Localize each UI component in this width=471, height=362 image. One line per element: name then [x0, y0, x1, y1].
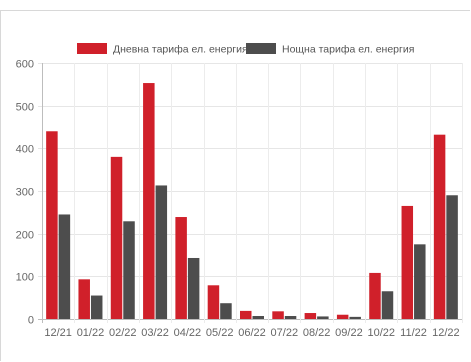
- bar-night[interactable]: [252, 316, 265, 319]
- y-tick-label: 200: [16, 230, 34, 242]
- y-tick-label: 600: [16, 59, 34, 71]
- bar-day[interactable]: [46, 131, 58, 319]
- bar-night[interactable]: [317, 316, 329, 319]
- legend-item-night[interactable]: Нощна тарифа ел. енергия: [246, 43, 414, 56]
- x-tick-label: 01/22: [77, 327, 105, 339]
- bar-day[interactable]: [336, 314, 349, 319]
- bar-day[interactable]: [240, 310, 252, 319]
- bar-night[interactable]: [58, 214, 71, 319]
- legend-label: Дневна тарифа ел. енергия: [113, 44, 248, 56]
- x-tick-label: 03/22: [141, 327, 169, 339]
- bar-day[interactable]: [143, 83, 155, 319]
- bar-day[interactable]: [110, 156, 123, 319]
- x-tick-label: 12/22: [432, 327, 460, 339]
- grid-lines: [38, 63, 463, 323]
- x-tick-label: 07/22: [271, 327, 299, 339]
- legend: Дневна тарифа ел. енергия Нощна тарифа ел…: [77, 43, 414, 56]
- bar-night[interactable]: [187, 257, 200, 319]
- bars: [46, 83, 458, 319]
- chart-frame: [0, 10, 470, 361]
- bar-night[interactable]: [349, 316, 361, 319]
- bar-night[interactable]: [90, 295, 103, 319]
- x-tick-label: 08/22: [303, 327, 331, 339]
- bar-day[interactable]: [272, 311, 284, 319]
- x-tick-label: 12/21: [44, 327, 72, 339]
- bar-day[interactable]: [207, 285, 220, 319]
- x-tick-label: 09/22: [335, 327, 363, 339]
- bar-day[interactable]: [304, 313, 317, 319]
- bar-night[interactable]: [446, 195, 458, 319]
- y-tick-label: 100: [16, 272, 34, 284]
- x-tick-label: 11/22: [400, 327, 427, 339]
- bar-night[interactable]: [284, 316, 297, 319]
- bar-night[interactable]: [381, 291, 394, 319]
- x-tick-label: 02/22: [109, 327, 137, 339]
- y-tick-label: 300: [16, 187, 34, 199]
- bar-night[interactable]: [123, 221, 135, 319]
- bar-night[interactable]: [155, 185, 168, 319]
- bar-day[interactable]: [369, 272, 381, 319]
- x-tick-label: 04/22: [174, 327, 202, 339]
- axes: 0 100 200 300 400 500 600 12/21 01/22 02/22 03/22 0…: [16, 59, 460, 340]
- bar-night[interactable]: [414, 244, 426, 319]
- x-tick-label: 05/22: [206, 327, 234, 339]
- bar-day[interactable]: [433, 134, 446, 319]
- bar-night[interactable]: [220, 303, 232, 319]
- bar-day[interactable]: [401, 205, 414, 319]
- x-tick-label: 06/22: [238, 327, 266, 339]
- y-tick-label: 400: [16, 144, 34, 156]
- bar-day[interactable]: [78, 279, 90, 319]
- legend-swatch: [246, 43, 276, 54]
- y-tick-label: 500: [16, 102, 34, 114]
- legend-item-day[interactable]: Дневна тарифа ел. енергия: [77, 43, 248, 56]
- bar-day[interactable]: [175, 217, 187, 319]
- x-tick-label: 10/22: [367, 327, 395, 339]
- legend-label: Нощна тарифа ел. енергия: [282, 44, 414, 56]
- y-tick-label: 0: [28, 315, 34, 327]
- legend-swatch: [77, 43, 107, 54]
